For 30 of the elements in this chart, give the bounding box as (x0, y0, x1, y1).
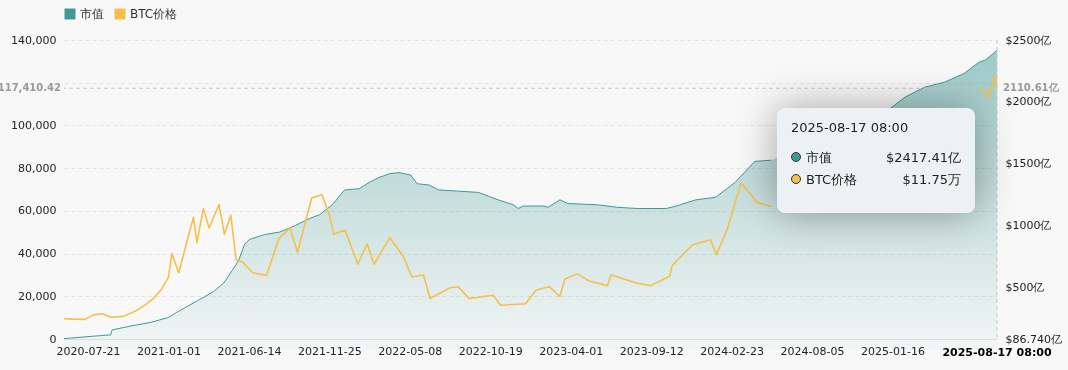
legend-label: 市值 (80, 7, 104, 21)
y-tick-label: 140,000 (11, 33, 57, 47)
x-tick-label: 2023-09-12 (619, 344, 684, 358)
y-tick-label: 0 (49, 332, 57, 346)
y2-tick-label: $1500亿 (1005, 157, 1052, 171)
ref-line-label: 2025-08-17 08:00 (942, 346, 1052, 359)
x-tick-label: 2021-11-25 (297, 344, 362, 358)
y-tick-label: 60,000 (18, 204, 57, 218)
y2-tick-label: $2500亿 (1005, 33, 1052, 47)
y2-tick-label: $2000亿 (1005, 95, 1052, 109)
y-tick-label: 40,000 (18, 247, 57, 261)
x-tick-label: 2024-08-05 (780, 344, 845, 358)
y-tick-label: 20,000 (18, 289, 57, 303)
legend-label: BTC价格 (130, 7, 178, 21)
x-tick-label: 2023-04-01 (539, 344, 604, 358)
annotation: 2025-08-17 08:00 (791, 120, 910, 135)
x-tick-label: 2021-01-01 (137, 344, 201, 358)
y2-tick-label: $86.740亿 (1005, 332, 1062, 346)
x-tick-label: 2022-10-19 (458, 344, 523, 358)
annotation: 2110.61亿 (1003, 82, 1060, 94)
x-tick-label: 2021-06-14 (217, 344, 282, 358)
y-tick-label: 80,000 (18, 161, 57, 175)
x-tick-label: 2025-01-16 (861, 344, 925, 358)
tooltip-panel: 2025-08-17 08:00 市值 $2417.41亿 BTC价格 $11.75万 (777, 108, 975, 213)
y2-tick-label: $500亿 (1005, 281, 1045, 295)
x-tick-label: 2020-07-21 (56, 344, 121, 358)
x-tick-label: 2024-02-23 (700, 344, 765, 358)
x-tick-label: 2022-05-08 (378, 344, 443, 358)
y-tick-label: 100,000 (11, 118, 57, 132)
y2-tick-label: $1000亿 (1005, 219, 1052, 233)
